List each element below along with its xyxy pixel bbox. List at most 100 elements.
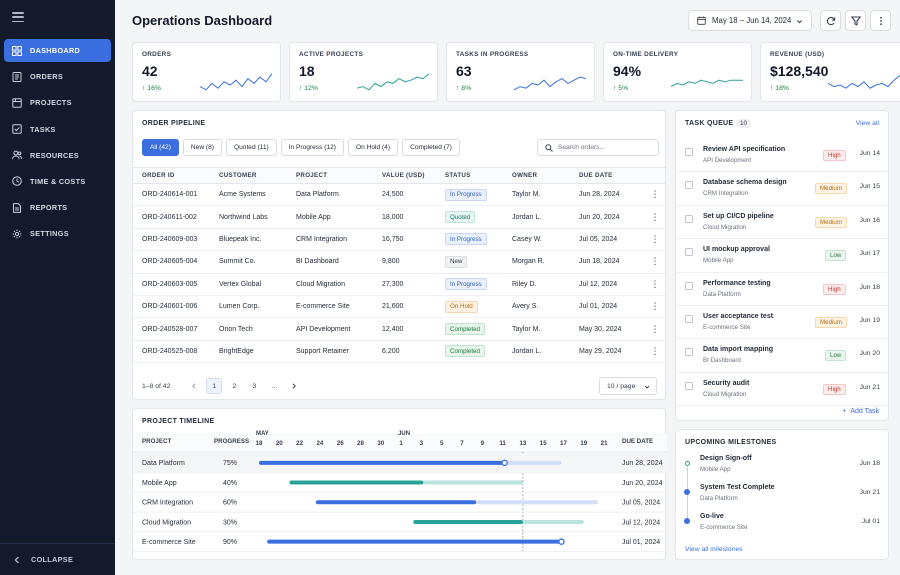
task-item[interactable]: UI mockup approval Mobile App Low Jun 17 <box>676 239 889 273</box>
filter-chip[interactable]: Completed (7) <box>402 139 460 156</box>
task-checkbox[interactable] <box>685 181 693 190</box>
timeline-bar-progress[interactable] <box>259 460 505 465</box>
timeline-bar-remaining[interactable] <box>504 460 562 465</box>
table-row[interactable]: ORD-240601-006 Lumen Corp. E-commerce Site… <box>133 295 665 319</box>
timeline-progress-value: 75% <box>223 460 237 467</box>
filter-button[interactable] <box>845 10 866 31</box>
task-project: E-commerce Site <box>703 324 751 331</box>
view-all-tasks-link[interactable]: View all <box>855 120 879 127</box>
task-item[interactable]: Performance testing Data Platform High Jun … <box>676 273 889 306</box>
task-item[interactable]: User acceptance test E-commerce Site Mediu… <box>676 306 889 340</box>
row-actions-icon[interactable]: ⋮ <box>645 295 665 319</box>
timeline-bar-progress[interactable] <box>315 500 477 505</box>
row-actions-icon[interactable]: ⋮ <box>645 250 665 274</box>
milestone-item[interactable]: Design Sign-off Mobile App Jun 18 <box>676 455 889 483</box>
timeline-bar-remaining[interactable] <box>476 500 599 505</box>
milestone-item[interactable]: Go-live E-commerce Site Jul 01 <box>676 513 889 541</box>
table-header-row: ORDER ID CUSTOMER PROJECT VALUE (USD) ST… <box>133 167 665 184</box>
refresh-button[interactable] <box>820 10 841 31</box>
add-task-button[interactable]: + Add Task <box>842 408 879 415</box>
row-actions-icon[interactable]: ⋮ <box>645 183 665 207</box>
row-actions-icon[interactable]: ⋮ <box>645 317 665 341</box>
task-checkbox[interactable] <box>685 148 693 156</box>
column-header[interactable]: PROJECT <box>296 167 382 184</box>
filter-chip[interactable]: Quoted (11) <box>225 139 277 156</box>
task-item[interactable]: Review API specification API Development H… <box>676 139 889 173</box>
sidebar-item-tasks[interactable]: TASKS <box>4 118 111 141</box>
milestone-item[interactable]: System Test Complete Data Platform Jun 21 <box>676 484 889 512</box>
sidebar-item-projects[interactable]: PROJECTS <box>4 91 111 114</box>
panel-title: UPCOMING MILESTONES <box>685 439 777 446</box>
page-button[interactable]: 3 <box>252 382 257 390</box>
timeline-bar-remaining[interactable] <box>423 480 523 485</box>
timeline-bar-progress[interactable] <box>289 480 424 485</box>
hamburger-menu-icon[interactable] <box>12 12 24 23</box>
collapse-button[interactable]: COLLAPSE <box>0 543 115 575</box>
timeline-day-label: 28 <box>357 440 364 447</box>
page-button[interactable]: 2 <box>232 382 237 390</box>
table-cell-owner: Jordan L. <box>512 340 579 364</box>
sidebar-item-time-costs[interactable]: TIME & COSTS <box>4 170 111 193</box>
kpi-label: TASKS IN PROGRESS <box>456 51 529 58</box>
column-header[interactable]: DUE DATE <box>579 167 645 184</box>
timeline-bar-remaining[interactable] <box>522 519 584 524</box>
task-item[interactable]: Set up CI/CD pipeline Cloud Migration Medi… <box>676 206 889 240</box>
date-range-picker[interactable]: May 18 – Jun 14, 2024 <box>688 10 812 31</box>
filter-chip[interactable]: New (8) <box>182 139 222 156</box>
row-actions-icon[interactable]: ⋮ <box>645 273 665 296</box>
column-header[interactable]: OWNER <box>512 167 579 184</box>
task-item[interactable]: Database schema design CRM Integration Med… <box>676 172 889 206</box>
table-row[interactable]: ORD-240614-001 Acme Systems Data Platform 2… <box>133 183 665 207</box>
task-checkbox[interactable] <box>685 381 693 390</box>
more-options-button[interactable] <box>870 10 891 31</box>
task-checkbox[interactable] <box>685 281 693 290</box>
status-badge: Completed <box>445 323 485 336</box>
timeline-bar-progress[interactable] <box>413 519 523 524</box>
task-item[interactable]: Data import mapping BI Dashboard Low Jun 20 <box>676 339 889 373</box>
table-cell-due: Jun 20, 2024 <box>579 205 645 229</box>
column-header[interactable]: ORDER ID <box>133 167 219 184</box>
timeline-bar-progress[interactable] <box>267 539 562 544</box>
page-button[interactable]: 1 <box>206 378 223 394</box>
cell-text: Data Platform <box>296 191 339 199</box>
page-size-select[interactable]: 10 / page <box>599 377 657 395</box>
orders-table: ORDER ID CUSTOMER PROJECT VALUE (USD) ST… <box>133 167 665 364</box>
view-all-milestones-link[interactable]: View all milestones <box>685 546 743 553</box>
search-input[interactable] <box>558 144 653 151</box>
column-header[interactable]: CUSTOMER <box>219 167 296 184</box>
task-checkbox[interactable] <box>685 214 693 223</box>
task-item[interactable]: Security audit Cloud Migration High Jun 21 <box>676 373 889 407</box>
table-row[interactable]: ORD-240605-004 Summit Co. BI Dashboard 9,80… <box>133 250 665 274</box>
filter-chip[interactable]: On Hold (4) <box>347 139 399 156</box>
sidebar-item-dashboard[interactable]: DASHBOARD <box>4 39 111 62</box>
row-actions-icon[interactable]: ⋮ <box>645 340 665 364</box>
table-row[interactable]: ORD-240609-003 Bluepeak Inc. CRM Integrati… <box>133 228 665 252</box>
column-header[interactable]: STATUS <box>445 167 512 184</box>
task-checkbox[interactable] <box>685 348 693 357</box>
row-actions-icon[interactable]: ⋮ <box>645 228 665 252</box>
search-box[interactable] <box>537 139 659 156</box>
cell-text: Jul 05, 2024 <box>579 235 618 243</box>
sidebar-item-label: RESOURCES <box>30 150 79 160</box>
milestones-panel: UPCOMING MILESTONES Design Sign-off Mobil… <box>675 429 889 560</box>
row-actions-icon[interactable]: ⋮ <box>645 205 665 229</box>
sidebar-item-settings[interactable]: SETTINGS <box>4 222 111 245</box>
table-row[interactable]: ORD-240603-005 Vertex Global Cloud Migrati… <box>133 273 665 296</box>
column-header[interactable]: VALUE (USD) <box>382 167 445 184</box>
sidebar-item-resources[interactable]: RESOURCES <box>4 144 111 167</box>
table-row[interactable]: ORD-240525-008 BrightEdge Support Retainer… <box>133 340 665 364</box>
receipt-icon <box>12 71 22 82</box>
prev-page-button[interactable] <box>186 378 202 394</box>
table-cell-customer: Lumen Corp. <box>219 295 296 319</box>
next-page-button[interactable] <box>286 378 302 394</box>
sidebar-item-reports[interactable]: REPORTS <box>4 196 111 219</box>
filter-chip[interactable]: All (42) <box>142 139 179 156</box>
cell-text: Jun 18, 2024 <box>579 258 620 266</box>
table-row[interactable]: ORD-240528-007 Orion Tech API Development 1… <box>133 317 665 341</box>
sidebar-item-orders[interactable]: ORDERS <box>4 65 111 88</box>
task-checkbox[interactable] <box>685 315 693 323</box>
table-row[interactable]: ORD-240611-002 Northwind Labs Mobile App 18… <box>133 205 665 229</box>
page-button[interactable]: ... <box>271 382 278 390</box>
filter-chip[interactable]: In Progress (12) <box>280 139 344 156</box>
task-checkbox[interactable] <box>685 248 693 257</box>
